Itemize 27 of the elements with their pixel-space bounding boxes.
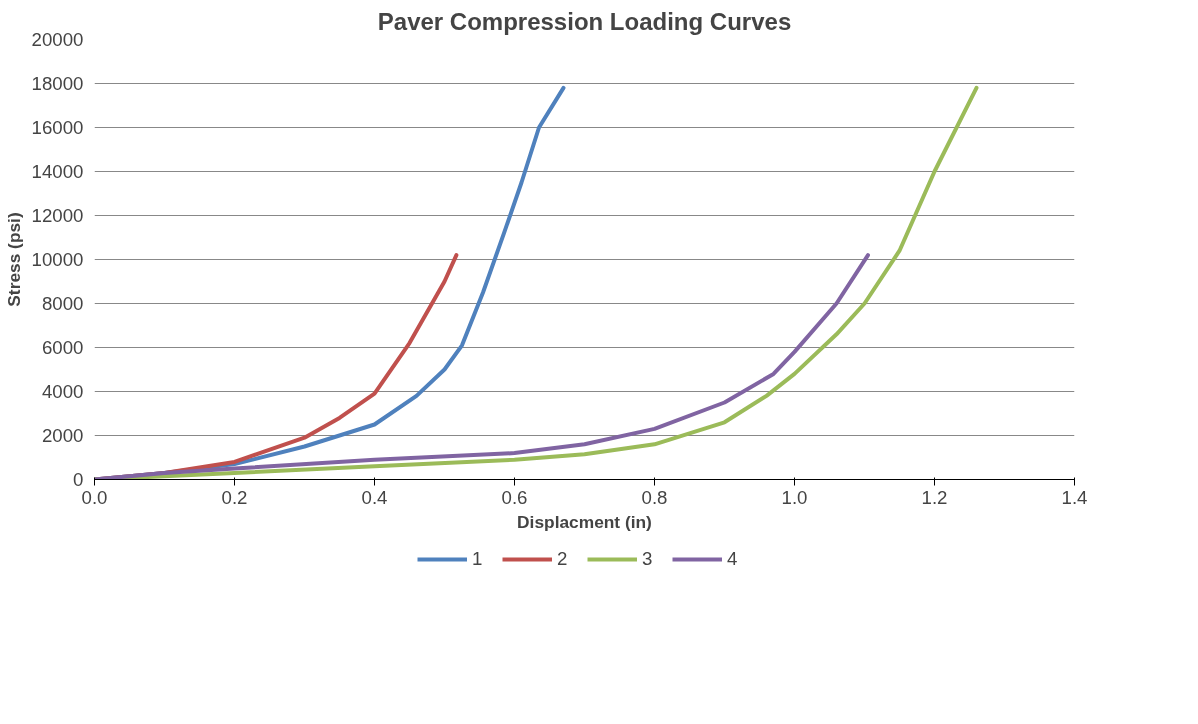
x-axis-title: Displacment (in) <box>517 511 652 532</box>
y-tick-label: 14000 <box>31 161 84 182</box>
x-tick-label: 0.8 <box>641 486 668 508</box>
x-tick-label: 0.0 <box>81 486 108 508</box>
chart-title: Paver Compression Loading Curves <box>377 7 792 35</box>
y-tick-label: 12000 <box>31 205 84 226</box>
y-tick-label: 0 <box>73 469 84 490</box>
x-tick-label: 1.0 <box>781 486 808 508</box>
y-tick-label: 6000 <box>42 337 84 358</box>
x-tick-label: 0.2 <box>221 486 248 508</box>
x-tick-label: 1.2 <box>921 486 948 508</box>
x-tick-label: 1.4 <box>1061 486 1088 508</box>
y-tick-label: 18000 <box>31 73 84 94</box>
y-tick-label: 2000 <box>42 425 84 446</box>
y-axis-title: Stress (psi) <box>3 212 24 307</box>
x-tick-label: 0.4 <box>361 486 388 508</box>
y-tick-label: 20000 <box>31 29 84 50</box>
y-tick-label: 8000 <box>42 293 84 314</box>
legend-label: 3 <box>642 548 654 570</box>
y-tick-label: 16000 <box>31 117 84 138</box>
y-tick-label: 4000 <box>42 381 84 402</box>
x-tick-label: 0.6 <box>501 486 528 508</box>
line-series <box>94 253 870 480</box>
legend-label: 2 <box>557 548 569 570</box>
y-tick-label: 10000 <box>31 249 84 270</box>
legend-label: 1 <box>472 548 484 570</box>
legend-label: 4 <box>727 548 739 570</box>
